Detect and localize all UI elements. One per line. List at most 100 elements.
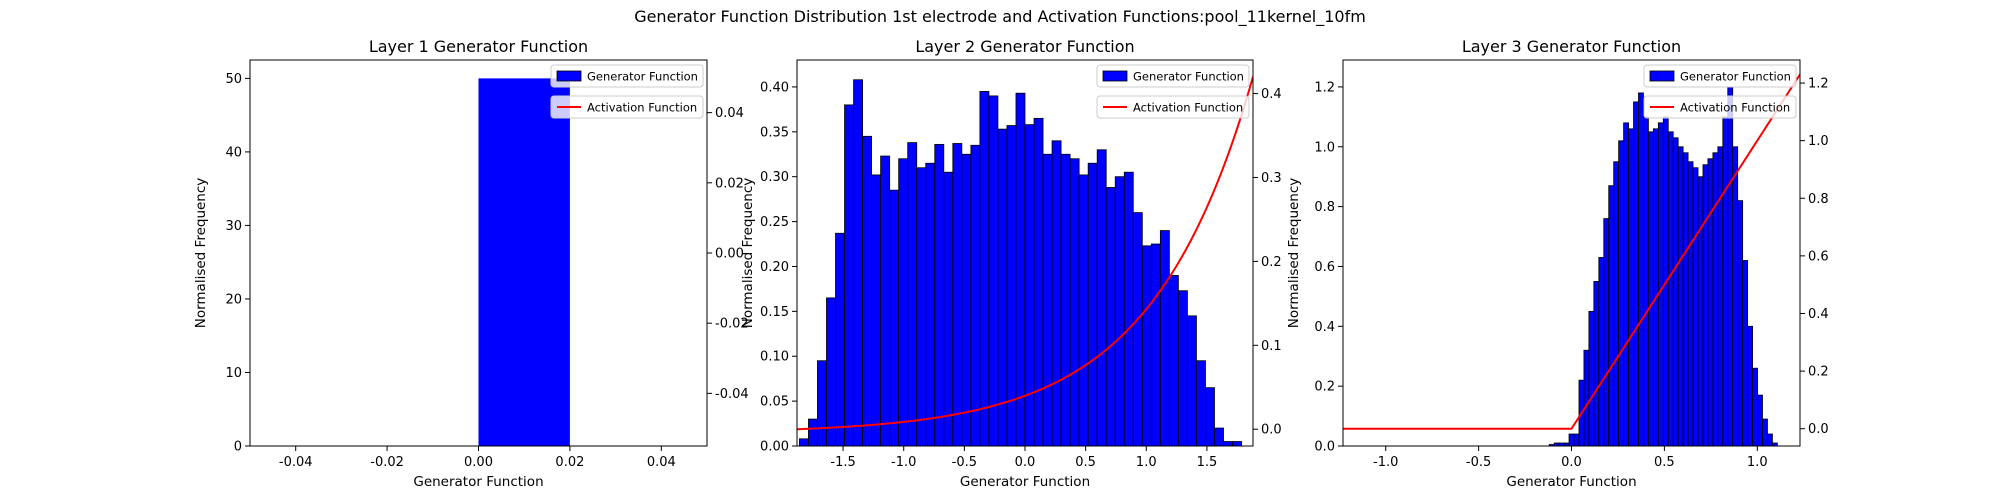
y-tick-label: 0.25 [760,215,789,230]
y2-tick-label: 0.4 [1808,307,1829,322]
y2-tick-label: -0.02 [715,317,749,332]
histogram-bar [1087,162,1098,446]
legend-swatch-bars [556,70,582,82]
histogram-bar [1727,86,1734,446]
histogram-bar [907,142,918,446]
x-tick-label: 0.02 [555,455,584,470]
legend-label: Generator Function [1133,70,1244,84]
histogram-bar [1024,124,1035,446]
x-tick-label: -0.02 [370,455,404,470]
histogram-bar [880,155,891,446]
x-tick-label: 0.04 [647,455,676,470]
histogram-bar [1015,92,1026,446]
histogram-bars [1548,86,1778,446]
y-tick-label: 20 [225,292,242,307]
histogram-bar [1762,418,1768,446]
histogram-bar [1568,433,1575,446]
histogram-bar [1598,257,1605,446]
y2-tick-label: -0.04 [715,387,749,402]
histogram-bar [1573,433,1580,446]
histogram-bar [1051,140,1062,446]
histogram-bar [1682,152,1689,446]
legend-activation: Activation Function [1643,95,1797,119]
histogram-bar [1652,128,1659,446]
x-axis-label: Generator Function [413,474,543,490]
legend-box [1643,64,1797,88]
histogram-bar [1628,128,1634,446]
subplot-title: Layer 2 Generator Function [915,37,1134,56]
legend-generator: Generator Function [1096,64,1250,88]
y-tick-label: 40 [225,145,242,160]
histogram-bar [835,232,845,446]
histogram-bar [1132,212,1143,446]
histogram-bar [1737,200,1744,446]
y-tick-label: 0.30 [760,170,789,185]
histogram-bar [1638,92,1644,446]
subplot-title: Layer 3 Generator Function [1462,37,1681,56]
y-axis-label: Normalised Frequency [740,178,756,329]
legend-activation: Activation Function [550,95,704,119]
histogram-bar [1712,152,1719,446]
histogram-bar [1159,230,1170,446]
histogram-bar [1717,146,1724,446]
histogram-bar [853,79,863,446]
y2-tick-label: 0.2 [1808,365,1829,380]
histogram-bar [844,104,854,446]
y2-tick-label: 0.04 [715,106,744,121]
histogram-bar [1141,245,1152,446]
activation-curve [797,76,1253,431]
y2-tick-label: 0.4 [1261,87,1282,102]
histogram-bar [862,135,873,446]
y2-tick-label: 1.0 [1808,134,1829,149]
histogram-bar [1767,433,1773,446]
histogram-bar [1692,167,1699,446]
activation-curve [1343,73,1800,430]
legend-activation: Activation Function [1096,95,1250,119]
chart-panel-3: -1.0 -0.5 0.0 0.5 1.0 0.0 0.2 0.4 0.6 0.8 1.0 1.2 0.… [1286,37,1829,490]
x-axis-label: Generator Function [960,474,1090,490]
y-tick-label: 0.20 [760,260,789,275]
histogram-bar [1223,441,1233,446]
histogram-bar [1187,315,1197,446]
histogram-bar [1069,158,1080,446]
histogram-bar [1123,171,1134,446]
x-tick-label: 0.0 [1561,455,1582,470]
legend-generator: Generator Function [550,64,704,88]
histogram-bar [1583,349,1590,446]
x-tick-label: -1.0 [891,455,916,470]
histogram-bar [934,143,945,446]
histogram-bar [1214,427,1224,446]
x-tick-label: 0.5 [1075,455,1096,470]
histogram-bar [799,438,809,446]
histogram-bar [1648,131,1654,446]
histogram-bar [1633,101,1639,446]
y-axis-label: Normalised Frequency [193,178,209,329]
x-tick-label: 1.0 [1136,455,1157,470]
legend-box [550,64,704,88]
histogram-bar [1105,187,1116,446]
x-tick-label: 1.5 [1197,455,1218,470]
histogram-bar [1033,117,1044,446]
y2-tick-label: 0.8 [1808,192,1829,207]
legend-label: Generator Function [1680,70,1791,84]
y2-tick-label: 0.0 [1808,422,1829,437]
x-tick-label: 0.0 [1015,455,1036,470]
histogram-bar [1613,161,1620,446]
y-tick-label: 0.15 [760,305,789,320]
histogram-bar [979,91,990,446]
legend-swatch-bars [1102,70,1128,82]
histogram-bar [1593,281,1600,446]
histogram-bar [1757,394,1763,446]
x-tick-label: -1.5 [830,455,855,470]
histogram-bar [1667,131,1674,446]
histogram-bar [817,360,827,446]
histogram-bar [988,95,999,446]
histogram-bar [943,171,954,446]
histogram-bar [871,174,882,446]
histogram-bar [997,128,1008,446]
y-axis-label: Normalised Frequency [1286,178,1302,329]
y-tick-label: 0.4 [1314,320,1335,335]
legend-box [1096,64,1250,88]
legend-box [550,95,704,119]
